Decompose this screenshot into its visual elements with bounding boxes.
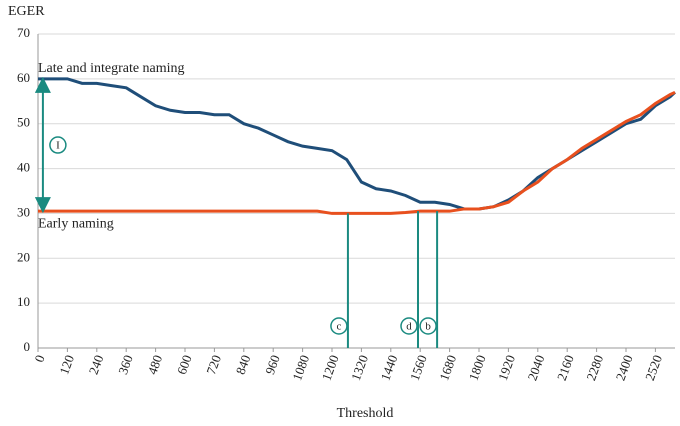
x-tick-label: 2160: [554, 353, 577, 383]
x-axis-label: Threshold: [337, 406, 394, 421]
y-tick-label: 70: [17, 25, 30, 40]
x-tick-label: 840: [233, 353, 254, 376]
x-tick-label: 480: [144, 353, 165, 376]
x-tick-label: 1320: [348, 353, 371, 383]
x-tick-label: 2280: [583, 353, 606, 383]
annotation-label: I: [56, 140, 60, 152]
x-tick-label: 2400: [613, 353, 636, 383]
series-line: [38, 90, 676, 215]
x-tick-label: 1080: [289, 353, 312, 383]
annotation-label: d: [406, 321, 412, 333]
y-tick-label: 10: [17, 294, 30, 309]
y-tick-label: 50: [17, 115, 30, 130]
y-tick-label: 0: [24, 339, 31, 354]
x-tick-label: 0: [31, 353, 47, 364]
x-tick-label: 1680: [436, 353, 459, 383]
y-axis-label: EGER: [8, 4, 45, 19]
x-tick-label: 960: [262, 353, 283, 376]
annotation-circle: [419, 317, 437, 335]
annotation-circle: [330, 317, 348, 335]
annotation-circle: [49, 136, 67, 154]
series-line: [38, 77, 677, 211]
x-tick-label: 240: [86, 353, 107, 376]
x-tick-label: 1560: [407, 353, 430, 383]
x-tick-label: 2520: [642, 353, 665, 383]
y-tick-label: 20: [17, 249, 30, 264]
x-tick-label: 1800: [466, 353, 489, 383]
x-tick-label: 1920: [495, 353, 518, 383]
x-tick-label: 720: [203, 353, 224, 376]
x-tick-label: 1440: [377, 353, 400, 383]
x-tick-label: 1200: [319, 353, 342, 383]
y-tick-label: 30: [17, 204, 30, 219]
series-label: Late and integrate naming: [38, 61, 185, 76]
x-tick-label: 600: [174, 353, 195, 376]
x-tick-label: 360: [115, 353, 136, 376]
x-tick-label: 120: [56, 353, 77, 376]
series-label: Early naming: [38, 216, 114, 231]
annotation-label: b: [425, 321, 431, 333]
y-tick-label: 60: [17, 70, 30, 85]
y-tick-label: 40: [17, 160, 30, 175]
x-tick-label: 2040: [524, 353, 547, 383]
annotation-label: c: [336, 321, 341, 333]
annotation-circle: [400, 317, 418, 335]
